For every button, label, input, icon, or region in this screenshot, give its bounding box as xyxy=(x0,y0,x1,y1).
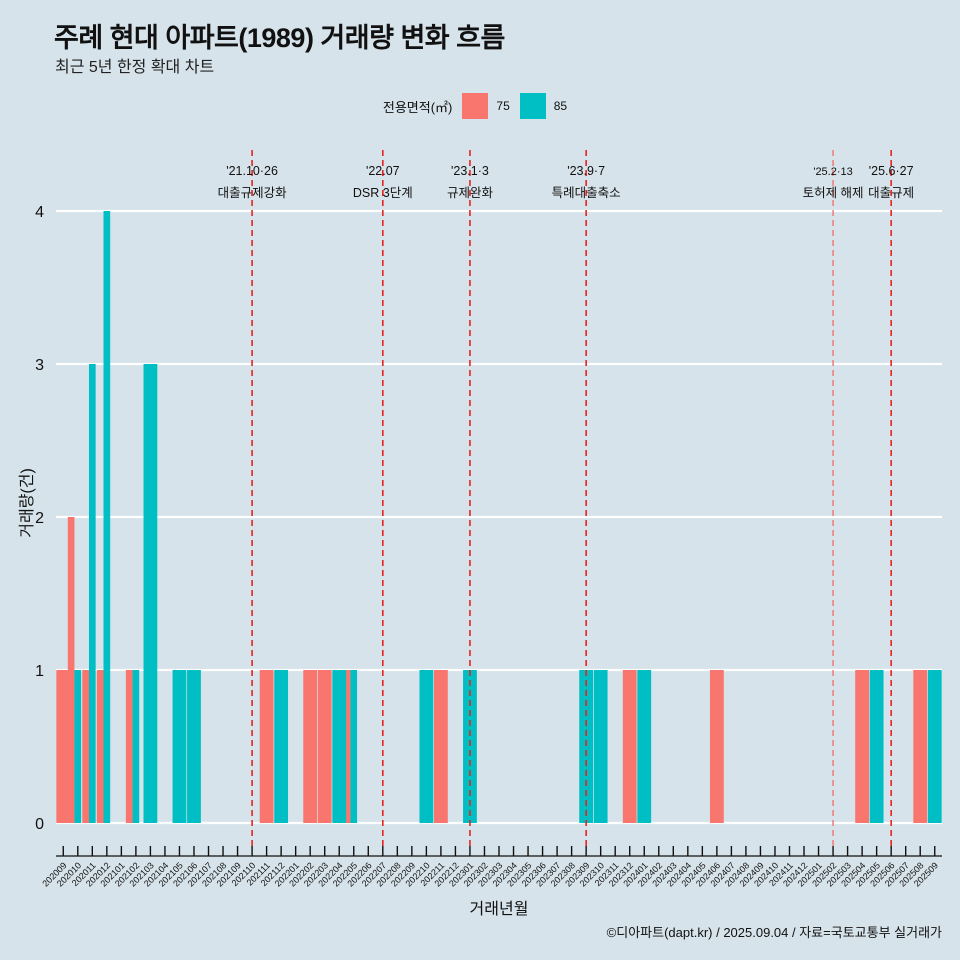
bar-85-202103 xyxy=(143,364,158,823)
event-label-2: 규제완화 xyxy=(447,186,494,200)
event-label-5: 대출규제 xyxy=(868,186,914,200)
bar-85-202509 xyxy=(927,670,942,823)
bar-85-202505 xyxy=(869,670,884,823)
bar-85-202205 xyxy=(350,670,358,823)
event-label-3: 특례대출축소 xyxy=(552,186,621,200)
legend: 전용면적(㎡) 75 85 xyxy=(0,93,960,119)
bar-75-202012 xyxy=(96,670,104,823)
bar-85-202301 xyxy=(463,670,477,823)
event-date-0: '21.10·26 xyxy=(226,164,278,178)
event-date-3: '23.9·7 xyxy=(567,164,605,178)
bar-75-202508 xyxy=(913,670,928,823)
bar-85-202210 xyxy=(419,670,434,823)
legend-label-75: 75 xyxy=(496,99,510,113)
legend-key-85 xyxy=(519,93,546,119)
y-tick-label-1: 1 xyxy=(35,663,44,680)
y-tick-label-2: 2 xyxy=(35,510,44,527)
y-tick-label-0: 0 xyxy=(35,816,44,833)
bar-85-202309 xyxy=(579,670,594,823)
bar-75-202203 xyxy=(317,670,332,823)
y-tick-label-3: 3 xyxy=(35,357,44,374)
bar-75-202205 xyxy=(343,670,351,823)
legend-item-75: 75 xyxy=(462,93,510,119)
bar-85-202010 xyxy=(74,670,82,823)
event-label-4: 토허제 해제 xyxy=(803,186,864,200)
bar-85-202310 xyxy=(593,670,608,823)
y-tick-label-4: 4 xyxy=(35,204,44,221)
legend-key-75 xyxy=(462,93,489,119)
bar-75-202111 xyxy=(259,670,274,823)
legend-title: 전용면적(㎡) xyxy=(382,99,453,115)
bar-75-202102 xyxy=(125,670,133,823)
event-label-1: DSR 3단계 xyxy=(353,186,413,200)
caption: ©디아파트(dapt.kr) / 2025.09.04 / 자료=국토교통부 실… xyxy=(606,925,942,940)
bar-75-202010 xyxy=(67,517,75,823)
event-date-1: '22.07 xyxy=(366,164,400,178)
chart-subtitle: 최근 5년 한정 확대 차트 xyxy=(55,59,215,76)
bar-75-202406 xyxy=(709,670,724,823)
bar-85-202204 xyxy=(332,670,347,823)
bar-75-202211 xyxy=(434,670,448,823)
bar-85-202112 xyxy=(274,670,289,823)
event-date-5: '25.6·27 xyxy=(869,164,914,178)
chart-title: 주례 현대 아파트(1989) 거래량 변화 흐름 xyxy=(54,23,505,53)
bar-75-202312 xyxy=(622,670,637,823)
x-axis-title: 거래년월 xyxy=(470,900,529,918)
bar-85-202102 xyxy=(132,670,140,823)
bar-75-202011 xyxy=(82,670,89,823)
bar-85-202106 xyxy=(187,670,201,823)
event-date-4: '25.2·13 xyxy=(813,166,852,178)
y-axis-title: 거래량(건) xyxy=(18,468,36,538)
bar-85-202105 xyxy=(172,670,187,823)
bar-85-202401 xyxy=(637,670,652,823)
bar-85-202011 xyxy=(88,364,96,823)
event-date-2: '23.1·3 xyxy=(451,164,489,178)
bar-85-202012 xyxy=(103,211,111,823)
legend-label-85: 85 xyxy=(553,99,568,113)
legend-item-85: 85 xyxy=(519,93,568,119)
event-label-0: 대출규제강화 xyxy=(218,186,288,200)
bar-75-202202 xyxy=(303,670,318,823)
bar-75-202009 xyxy=(56,670,71,823)
bar-75-202504 xyxy=(855,670,870,823)
